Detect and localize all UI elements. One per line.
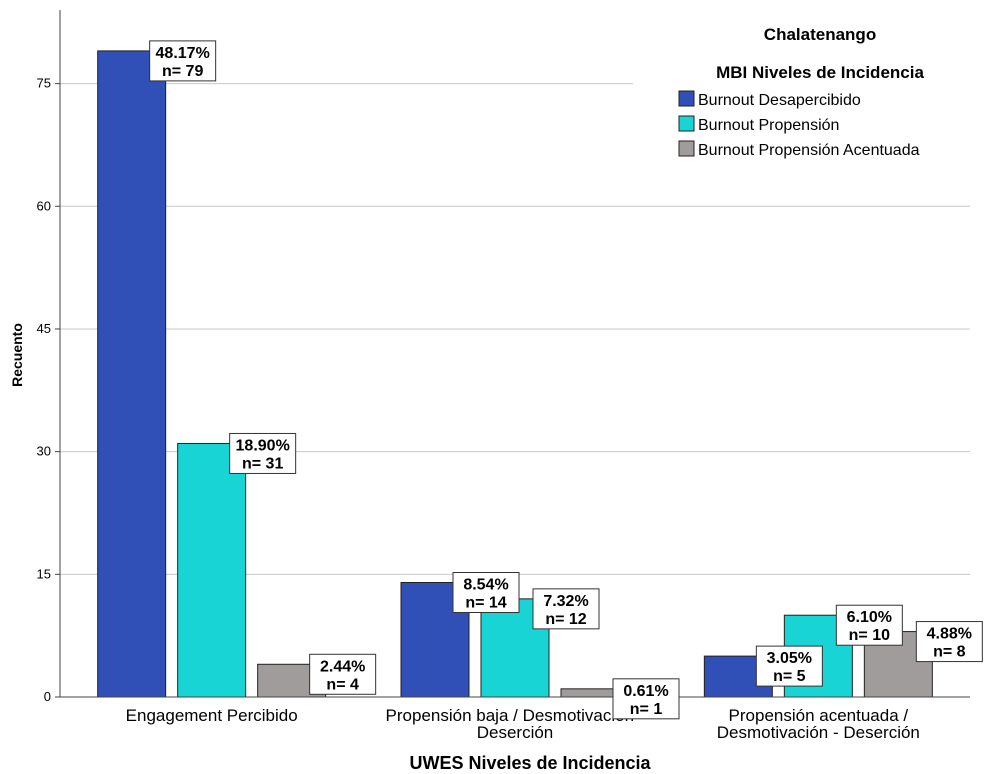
data-label-count: n= 1: [630, 701, 663, 718]
data-label-percent: 7.32%: [543, 593, 588, 610]
y-tick-label: 0: [44, 689, 51, 704]
data-label-count: n= 79: [162, 63, 203, 80]
y-tick-label: 75: [37, 76, 51, 91]
data-label-box: [915, 621, 983, 663]
data-label-box: [835, 604, 903, 646]
x-tick-label: Deserción: [477, 723, 554, 742]
data-label-count: n= 31: [242, 455, 283, 472]
legend-swatch: [678, 140, 695, 157]
x-tick-label: Propensión baja / Desmotivación -: [386, 706, 645, 725]
axes: 0 15 30 45 60 75 Engagement Percibido Propensió…: [37, 10, 970, 742]
data-label-percent: 3.05%: [767, 650, 812, 667]
data-label-percent: 4.88%: [927, 626, 972, 643]
legend-label: Burnout Desapercibido: [698, 92, 861, 109]
data-label-count: n= 10: [849, 627, 890, 644]
data-label-box: [452, 572, 520, 613]
bar: [177, 442, 247, 698]
chart-title: Chalatenango: [764, 25, 876, 44]
data-label-box: [229, 432, 297, 474]
y-axis-title: Recuento: [9, 323, 25, 387]
x-axis-title: UWES Niveles de Incidencia: [409, 753, 651, 773]
data-label-percent: 8.54%: [463, 577, 508, 594]
data-label-count: n= 4: [326, 676, 359, 693]
data-label-box: [755, 645, 823, 687]
x-tick-label: Propensión acentuada /: [729, 706, 909, 725]
y-tick-label: 45: [37, 321, 51, 336]
data-label-count: n= 14: [465, 595, 506, 612]
data-label-percent: 2.44%: [320, 658, 365, 675]
data-label-percent: 18.90%: [236, 437, 290, 454]
bar: [97, 50, 167, 698]
data-label-count: n= 5: [773, 668, 806, 685]
data-label-percent: 48.17%: [156, 45, 210, 62]
legend-swatch: [678, 90, 695, 107]
x-tick-label: Desmotivación - Deserción: [717, 723, 920, 742]
data-label-box: [532, 588, 600, 630]
y-tick-label: 30: [37, 444, 51, 459]
data-label-box: [612, 678, 680, 720]
data-label-percent: 0.61%: [623, 683, 668, 700]
legend-label: Burnout Propensión: [698, 117, 839, 134]
legend: Chalatenango MBI Niveles de Incidencia B…: [678, 25, 924, 159]
legend-label: Burnout Propensión Acentuada: [698, 142, 920, 159]
y-tick-label: 60: [37, 198, 51, 213]
x-tick-label: Engagement Percibido: [126, 706, 298, 725]
data-label-box: [149, 40, 217, 82]
data-label-count: n= 12: [545, 611, 586, 628]
legend-title: MBI Niveles de Incidencia: [716, 63, 924, 82]
legend-swatch: [678, 115, 695, 132]
data-label-box: [309, 653, 377, 695]
data-label-count: n= 8: [933, 644, 966, 661]
y-tick-label: 15: [37, 566, 51, 581]
data-label-percent: 6.10%: [847, 609, 892, 626]
